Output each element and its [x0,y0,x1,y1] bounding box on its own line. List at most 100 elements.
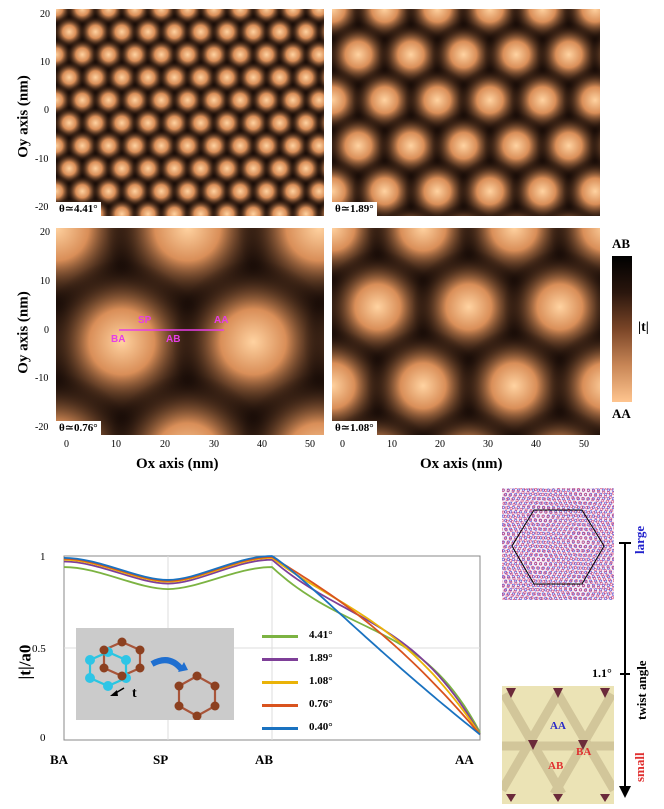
y-tick: 0 [44,325,49,336]
legend-swatch [262,681,298,684]
legend-swatch [262,704,298,707]
single-hexagon [174,671,220,721]
aa-spot [352,158,418,216]
aa-spot [420,408,517,435]
y-tick: 0 [44,105,49,116]
label-twist-angle: twist angle [634,660,649,720]
bilayer-hexagons [85,637,145,691]
x-tick: 0 [64,439,69,450]
domain-label-ba: BA [576,746,592,758]
y-tick: 10 [40,276,50,287]
legend-label: 1.89° [309,652,333,664]
x-tick: 40 [257,439,267,450]
x-tick: 20 [160,439,170,450]
moire-spots [56,9,324,216]
legend-label: 1.08° [309,675,333,687]
x-tick: 0 [340,439,345,450]
aa-spot [302,9,324,26]
ox-axis-title-left: Ox axis (nm) [136,456,219,472]
series-line [63,558,481,735]
moire-map-0-76: SP AA BA AB θ≃0.76° [56,228,324,435]
y-tick: -20 [35,422,49,433]
y-tick: -20 [35,202,49,213]
aa-spot [108,374,267,435]
lattice-illustration [85,637,220,721]
twist-arrow-cap [619,542,631,544]
oy-axis-title-top: Oy axis (nm) [15,75,32,158]
path-line [119,329,224,331]
domain-label-aa: AA [550,720,566,732]
series-line [63,556,481,736]
aa-spot [184,197,217,216]
theta-label: θ≃4.41° [56,202,101,216]
y-tick: -10 [35,154,49,165]
x-cat-ab: AB [255,752,274,767]
y-tick-0: 0 [40,732,46,744]
path-label-ba: BA [111,334,126,345]
aa-spot [385,204,436,216]
aa-spot [543,204,594,216]
moire-spots [332,228,600,435]
y-tick-0-5: 0.5 [32,643,46,655]
aa-spot [509,158,576,216]
domain-label-ab: AB [548,760,564,772]
y-tick: 10 [40,57,50,68]
x-tick: 50 [305,439,315,450]
aa-spot [210,197,244,216]
curved-arrow [150,657,185,672]
aa-spot [158,197,191,216]
legend-label: 0.76° [309,698,333,710]
x-tick: 10 [111,439,121,450]
theta-label: θ≃0.76° [56,421,101,435]
legend-label: 4.41° [309,629,333,641]
line-chart: |t|/a0 1 0.5 0 BA SP AB AA [0,540,490,809]
twist-arrow-head [619,786,631,798]
x-tick: 50 [579,439,589,450]
moire-lattice-image [502,488,614,600]
moire-spots [56,228,324,435]
colorbar-bottom-label: AA [612,406,631,421]
inset-t-label: t [132,686,137,701]
x-cat-aa: AA [455,752,474,767]
moire-spots [332,9,600,216]
path-label-sp: SP [138,315,152,326]
aa-spot [588,121,600,171]
aa-spot [491,204,542,216]
x-tick: 30 [209,439,219,450]
twist-arrow-line [624,542,626,792]
aa-spot [263,197,296,216]
aa-spot [105,197,139,216]
theta-label: θ≃1.08° [332,421,377,435]
aa-spot [594,282,600,332]
series-line [63,556,481,736]
x-tick: 30 [483,439,493,450]
aa-spot [366,329,480,435]
moire-map-4-41: θ≃4.41° [56,9,324,216]
x-cat-ba: BA [50,752,69,767]
twist-mid-tick [620,673,630,675]
y-tick: 20 [40,227,50,238]
y-tick: -10 [35,373,49,384]
y-tick: 20 [40,9,50,20]
aa-spot [438,204,489,216]
aa-spot [316,200,324,216]
aa-spot [596,212,600,216]
oy-axis-title-bottom: Oy axis (nm) [15,291,32,374]
legend-label: 0.40° [309,721,333,733]
series-line [63,555,481,736]
aa-spot [303,287,324,397]
aa-spot [457,158,523,216]
path-label-ab: AB [166,334,181,345]
aa-spot [237,197,270,216]
colorbar-top-label: AB [612,236,631,251]
aa-spot [289,197,323,216]
aa-spot [562,158,600,216]
aa-spot [511,408,600,435]
legend-swatch [262,658,298,661]
stacking-domains [502,688,614,802]
x-cat-sp: SP [153,752,169,767]
aa-spot [131,197,165,216]
legend-swatch [262,727,298,730]
moire-map-1-89: θ≃1.89° [332,9,600,216]
legend-swatch [262,635,298,638]
